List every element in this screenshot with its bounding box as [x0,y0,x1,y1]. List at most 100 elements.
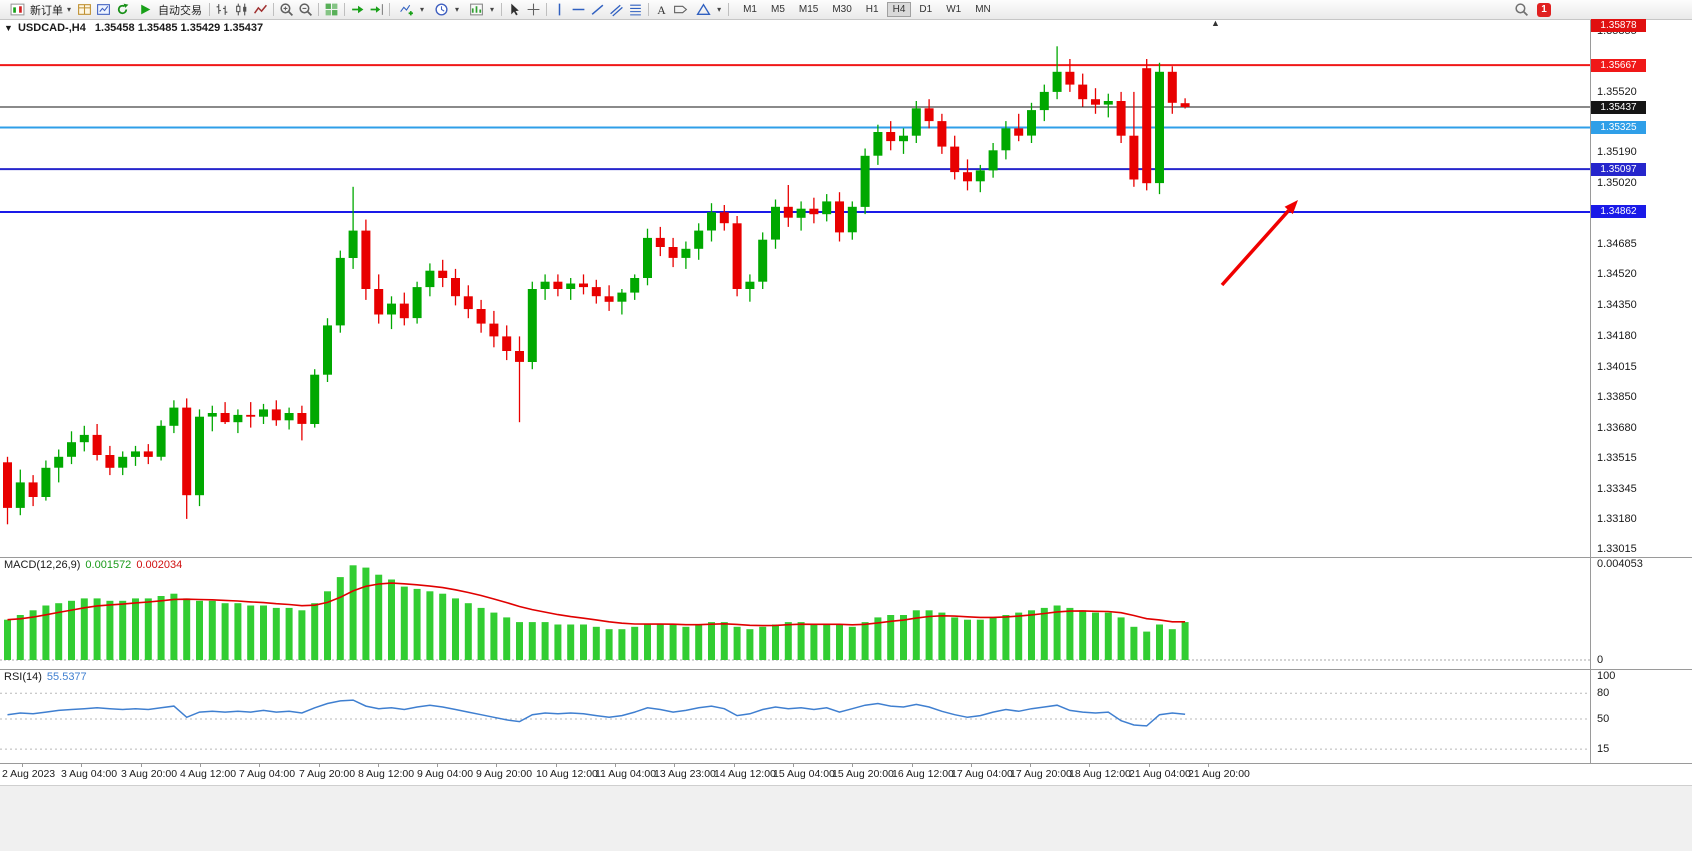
chart-shift-marker[interactable]: ▲ [1211,18,1220,28]
price-tick-label: 1.34180 [1597,330,1637,342]
price-chart-panel: ▼ USDCAD-,H4 1.35458 1.35485 1.35429 1.3… [0,18,1692,557]
new-order-label: 新订单 [30,4,63,17]
ohlc-values: 1.35458 1.35485 1.35429 1.35437 [94,22,264,34]
time-label: 8 Aug 12:00 [358,768,415,780]
auto-trading-button[interactable]: 自动交易 [132,0,206,19]
notification-badge[interactable]: 1 [1537,2,1551,17]
periods-button[interactable]: ▾ [428,0,463,19]
toolbar-right-group: 1 [1512,1,1551,18]
zoom-in-icon[interactable] [277,1,296,18]
time-label: 15 Aug 04:00 [773,768,835,780]
toolbar-separator [501,3,503,16]
time-tick [971,764,972,767]
text-label-icon[interactable] [671,1,690,18]
timeframe-M15[interactable]: M15 [798,4,819,15]
time-tick [852,764,853,767]
timeframe-D1[interactable]: D1 [919,4,933,15]
market-watch-icon[interactable] [94,1,113,18]
time-axis[interactable]: 2 Aug 2023 3 Aug 04:00 3 Aug 20:00 4 Aug 12… [0,763,1692,785]
new-order-button[interactable]: 新订单 ▾ [4,0,75,19]
time-label: 16 Aug 12:00 [892,768,954,780]
macd-panel: MACD(12,26,9) 0.001572 0.002034 0.004053 0 [0,557,1692,669]
auto-scroll-icon[interactable] [348,1,367,18]
vertical-line-icon[interactable] [550,1,569,18]
candlestick-icon[interactable] [232,1,251,18]
timeframe-H4[interactable]: H4 [886,2,912,17]
horizontal-line-icon[interactable] [569,1,588,18]
timeframe-W1[interactable]: W1 [946,4,962,15]
equidistant-channel-icon[interactable] [607,1,626,18]
time-label: 21 Aug 04:00 [1129,768,1191,780]
template-icon [470,3,483,16]
svg-text:A: A [657,4,666,17]
trendline-icon[interactable] [588,1,607,18]
macd-value: 0.001572 [85,559,132,571]
time-tick [319,764,320,767]
zoom-out-icon[interactable] [296,1,315,18]
crosshair-icon[interactable] [524,1,543,18]
chevron-down-icon: ▾ [67,5,72,14]
price-badge: 1.34862 [1591,205,1646,218]
toolbar-separator [273,3,275,16]
time-label: 10 Aug 12:00 [536,768,598,780]
new-order-icon [10,3,25,16]
toolbar-separator [318,3,320,16]
price-chart-canvas[interactable] [0,20,1590,557]
timeframe-MN[interactable]: MN [975,4,991,15]
rsi-scale-label: 15 [1597,743,1610,755]
macd-canvas[interactable] [0,558,1590,669]
time-tick [912,764,913,767]
chart-shift-icon[interactable] [367,1,386,18]
time-label: 4 Aug 12:00 [180,768,237,780]
tile-windows-icon[interactable] [322,1,341,18]
macd-axis-divider [1590,558,1591,669]
time-label: 3 Aug 20:00 [121,768,178,780]
timeframe-M30[interactable]: M30 [832,4,852,15]
time-label: 7 Aug 20:00 [299,768,356,780]
time-tick [1208,764,1209,767]
bar-chart-icon[interactable] [213,1,232,18]
price-tick-label: 1.33850 [1597,391,1637,403]
price-tick-label: 1.34350 [1597,299,1637,311]
line-chart-icon[interactable] [251,1,270,18]
price-tick-label: 1.34015 [1597,361,1637,373]
timeframe-M5[interactable]: M5 [770,4,785,15]
timeframe-group: M1 M5 M15 M30 H1 H4 D1 W1 MN [736,2,998,17]
toolbar-separator [209,3,211,16]
time-tick [556,764,557,767]
symbol-period-label: USDCAD-,H4 [17,22,86,34]
text-icon[interactable]: A [652,1,671,18]
window-background [0,785,1692,851]
charts-grid-icon[interactable] [75,1,94,18]
fibonacci-icon[interactable] [626,1,645,18]
time-label: 7 Aug 04:00 [239,768,296,780]
search-icon[interactable] [1512,1,1531,18]
time-label: 3 Aug 04:00 [61,768,118,780]
clock-icon [435,3,448,16]
cursor-icon[interactable] [505,1,524,18]
price-tick-label: 1.33680 [1597,422,1637,434]
indicators-button[interactable]: ▾ [393,0,428,19]
timeframe-M1[interactable]: M1 [743,4,757,15]
refresh-icon[interactable] [113,1,132,18]
chevron-down-icon: ▾ [420,5,425,14]
chevron-down-icon: ▾ [455,5,460,14]
rsi-panel: RSI(14) 55.5377 100 80 50 15 [0,669,1692,763]
time-tick [1149,764,1150,767]
time-tick [1030,764,1031,767]
price-badge: 1.35097 [1591,163,1646,176]
rsi-canvas[interactable] [0,670,1590,763]
shapes-icon [696,3,711,16]
templates-button[interactable]: ▾ [463,0,498,19]
indicators-icon [400,4,413,16]
toolbar-separator [344,3,346,16]
price-tick-label: 1.35190 [1597,146,1637,158]
timeframe-H1[interactable]: H1 [865,4,879,15]
shapes-button[interactable]: ▾ [690,0,725,19]
rsi-scale-label: 50 [1597,713,1610,725]
time-tick [141,764,142,767]
price-tick-label: 1.34685 [1597,238,1637,250]
collapse-icon[interactable]: ▼ [4,23,13,33]
time-label: 17 Aug 04:00 [951,768,1013,780]
price-axis-divider [1590,20,1591,557]
